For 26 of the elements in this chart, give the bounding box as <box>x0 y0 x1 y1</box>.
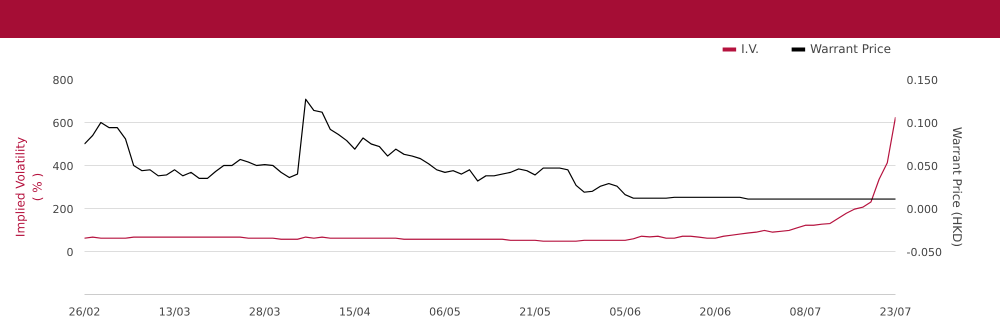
y-tick-label: 600 <box>52 117 74 130</box>
x-tick-label: 08/07 <box>790 306 822 318</box>
x-tick-label: 26/02 <box>68 306 100 318</box>
x-tick-label: 06/05 <box>429 306 461 318</box>
x-tick-label: 21/05 <box>519 306 551 318</box>
x-tick-label: 23/07 <box>880 306 912 318</box>
legend-label: I.V. <box>741 42 760 56</box>
y-tick-label: 0 <box>66 246 74 259</box>
y-tick-label: 800 <box>52 74 74 87</box>
y-axis-title: Implied Volatility ( % ) <box>14 136 45 238</box>
y2-axis-title: Warrant Price (HKD) <box>950 126 964 248</box>
y-tick-label: 200 <box>52 203 74 216</box>
x-tick-label: 15/04 <box>338 306 371 318</box>
x-tick-label: 05/06 <box>609 306 642 318</box>
y2-tick-label: 0.150 <box>906 74 938 87</box>
x-tick-label: 28/03 <box>248 306 281 318</box>
y2-tick-label: 0.100 <box>906 117 938 130</box>
line-series <box>84 116 896 242</box>
legend-label: Warrant Price <box>810 42 891 56</box>
y2-tick-label: 0.050 <box>906 160 938 173</box>
y2-tick-label: -0.050 <box>906 246 942 259</box>
y2-tick-label: 0.000 <box>906 203 938 216</box>
y-tick-label: 400 <box>52 160 74 173</box>
x-tick-label: 20/06 <box>699 306 732 318</box>
line-series <box>84 98 896 200</box>
x-tick-label: 13/03 <box>158 306 190 318</box>
